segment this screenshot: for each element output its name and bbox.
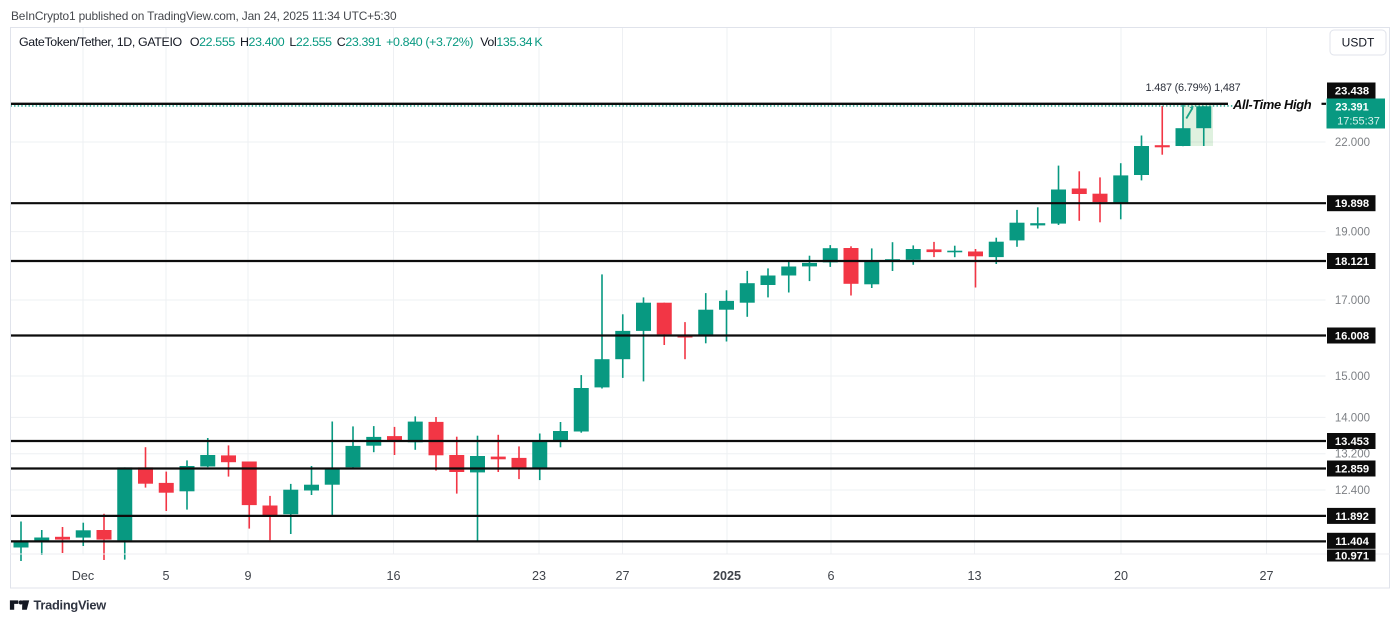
svg-text:13.200: 13.200 xyxy=(1335,449,1370,461)
svg-text:16: 16 xyxy=(386,569,400,583)
svg-text:27: 27 xyxy=(615,569,629,583)
svg-text:12.859: 12.859 xyxy=(1335,464,1369,476)
svg-text:5: 5 xyxy=(162,569,169,583)
svg-text:14.000: 14.000 xyxy=(1335,412,1370,424)
svg-text:27: 27 xyxy=(1259,569,1273,583)
svg-text:USDT: USDT xyxy=(1342,36,1375,50)
svg-text:All-Time High: All-Time High xyxy=(1232,97,1312,112)
svg-text:20: 20 xyxy=(1114,569,1128,583)
svg-text:13.453: 13.453 xyxy=(1335,436,1369,448)
svg-text:1.487 (6.79%) 1,487: 1.487 (6.79%) 1,487 xyxy=(1146,82,1241,94)
svg-text:17:55:37: 17:55:37 xyxy=(1337,116,1380,128)
svg-text:BeInCrypto1 published on Tradi: BeInCrypto1 published on TradingView.com… xyxy=(11,9,397,23)
svg-text:11.892: 11.892 xyxy=(1335,511,1369,523)
svg-text:19.000: 19.000 xyxy=(1335,227,1370,239)
svg-text:12.400: 12.400 xyxy=(1335,485,1370,497)
svg-text:15.000: 15.000 xyxy=(1335,371,1370,383)
svg-text:Dec: Dec xyxy=(72,569,94,583)
svg-text:2025: 2025 xyxy=(713,569,741,583)
svg-text:22.000: 22.000 xyxy=(1335,137,1370,149)
svg-text:9: 9 xyxy=(244,569,251,583)
svg-text:10.971: 10.971 xyxy=(1335,551,1369,563)
svg-text:16.008: 16.008 xyxy=(1335,331,1369,343)
svg-text:23.391: 23.391 xyxy=(1335,101,1368,113)
svg-text:6: 6 xyxy=(827,569,834,583)
svg-text:13: 13 xyxy=(967,569,981,583)
svg-text:18.121: 18.121 xyxy=(1335,256,1369,268)
svg-text:23.438: 23.438 xyxy=(1335,86,1369,98)
svg-text:19.898: 19.898 xyxy=(1335,198,1369,210)
svg-text:23: 23 xyxy=(532,569,546,583)
svg-text:11.404: 11.404 xyxy=(1335,536,1369,548)
svg-text:TradingView: TradingView xyxy=(34,598,107,613)
svg-text:17.000: 17.000 xyxy=(1335,295,1370,307)
